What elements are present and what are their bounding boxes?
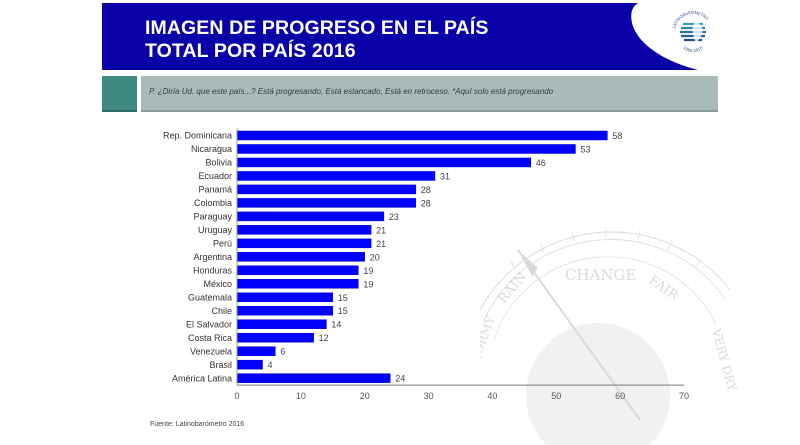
value-label: 21 [376,225,386,235]
category-label: Ecuador [198,171,232,181]
bar [237,198,417,208]
bar [237,319,327,329]
category-label: Panamá [198,185,232,195]
value-label: 21 [376,239,386,249]
title-line-2: TOTAL POR PAÍS 2016 [145,40,356,62]
bar [237,238,372,249]
value-label: 23 [389,212,399,222]
bar [237,211,385,222]
category-label: América Latina [172,373,232,383]
value-label: 15 [338,293,348,303]
x-tick-label: 50 [551,391,561,401]
bar [237,252,365,262]
category-label: Bolivia [205,158,232,168]
x-tick-labels: 0 10 20 30 40 50 60 70 [234,391,689,401]
value-label: 53 [580,144,590,154]
value-label: 24 [395,374,405,384]
category-label: Nicaragua [191,144,232,154]
question-band: P. ¿Diría Ud. que este país...? Está pro… [141,76,718,112]
value-label: 6 [280,347,285,357]
category-label: El Salvador [186,319,232,329]
bars [237,130,608,383]
barometer-dial-illustration-icon: CHANGE FAIR RAIN STORMY VERY DRY [480,227,739,445]
x-tick-label: 60 [615,391,625,401]
barometer-word-change: CHANGE [565,266,636,284]
bar [237,279,359,289]
bar [237,144,576,154]
category-labels: Rep. Dominicana Nicaragua Bolivia Ecuador Pa… [163,131,233,384]
category-label: Paraguay [193,212,232,222]
value-label: 20 [370,252,380,262]
bar [237,292,334,303]
category-label: Colombia [194,198,232,208]
category-label: Perú [213,239,232,249]
category-label: México [203,279,232,289]
value-label: 28 [421,198,431,208]
bar [237,359,263,370]
category-label: Honduras [193,266,233,276]
value-label: 14 [331,320,341,330]
survey-question: P. ¿Diría Ud. que este país...? Está pro… [149,87,554,96]
value-label: 15 [338,306,348,316]
bar [237,346,276,356]
x-tick-label: 30 [424,391,434,401]
source-note: Fuente: Latinobarómetro 2016 [150,421,245,428]
value-label: 46 [536,158,546,168]
bar [237,225,372,235]
logo-text-bottom: 1995-2015 [682,45,704,53]
category-label: Venezuela [190,346,232,356]
category-label: Rep. Dominicana [163,131,232,141]
value-label: 31 [440,171,450,181]
value-label: 28 [421,185,431,195]
value-label: 12 [319,333,329,343]
bar [237,373,391,383]
bar [237,332,314,343]
category-label: Uruguay [198,225,233,235]
page-title: IMAGEN DE PROGRESO EN EL PAÍS TOTAL POR … [145,17,488,63]
bar [237,171,436,181]
category-label: Brasil [209,360,232,370]
value-label: 19 [363,266,373,276]
latinobarometro-logo-icon: LATINOBARÓMETRO 1995-2015 [671,10,709,53]
bar [237,265,359,276]
bar [237,130,608,141]
title-line-1: IMAGEN DE PROGRESO EN EL PAÍS [145,17,489,39]
bar [237,157,531,168]
x-tick-label: 20 [360,391,370,401]
header-banner: IMAGEN DE PROGRESO EN EL PAÍS TOTAL POR … [102,3,718,70]
value-label: 58 [612,131,622,141]
category-label: Costa Rica [188,333,232,343]
x-tick-label: 0 [234,391,239,401]
bar [237,184,417,195]
x-tick-label: 40 [487,391,497,401]
category-label: Argentina [193,252,232,262]
x-tick-label: 70 [679,391,689,401]
category-label: Chile [211,306,232,316]
value-label: 19 [363,279,373,289]
teal-accent-square [102,76,137,112]
category-label: Guatemala [188,292,232,302]
x-tick-label: 10 [296,391,306,401]
value-label: 4 [268,360,273,370]
bar [237,305,334,316]
